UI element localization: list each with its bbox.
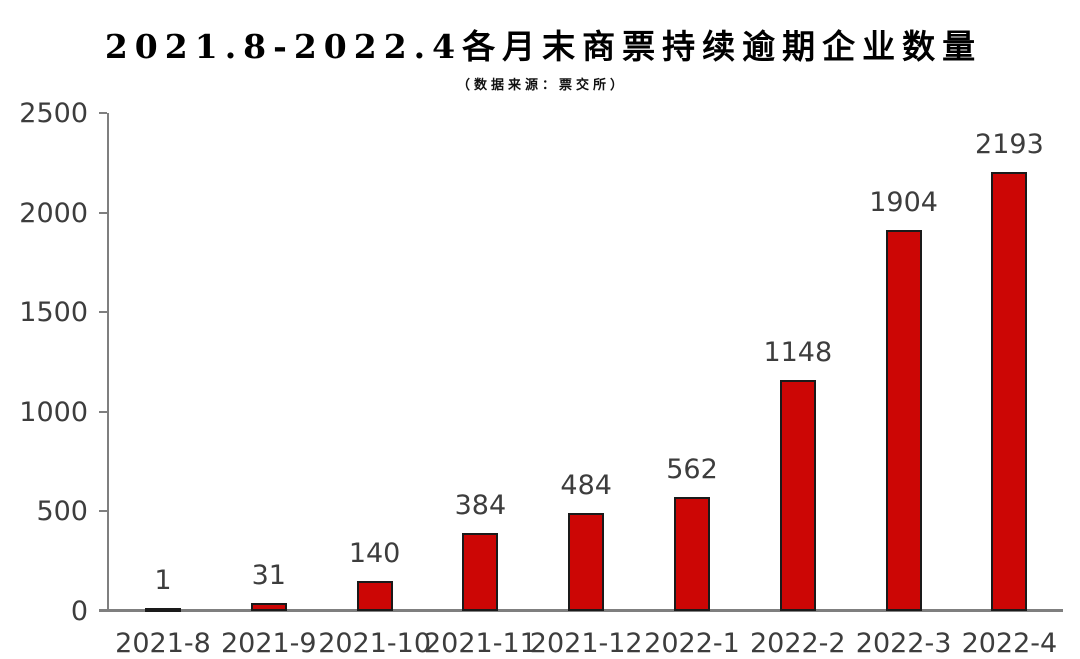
bar-value-label: 2193: [975, 129, 1044, 160]
bar: [779, 380, 816, 611]
y-axis-tick: [99, 510, 107, 513]
y-axis-line: [107, 113, 109, 611]
bar-value-label: 1: [154, 565, 172, 596]
bar-value-label: 1148: [763, 337, 833, 368]
chart-title: 2021.8-2022.4各月末商票持续逾期企业数量: [104, 27, 983, 66]
bar: [462, 533, 499, 611]
y-tick-label: 2000: [19, 197, 88, 229]
y-axis-tick: [99, 610, 107, 612]
bar-chart-plot-area: 0 500 1000 1500 2000 2500 1 2021-8 31 2021-9 140 20…: [0, 20, 1080, 659]
bar: [250, 603, 287, 611]
y-axis-tick: [99, 112, 107, 114]
bar-value-label: 562: [666, 454, 718, 485]
bar-value-label: 1904: [869, 187, 938, 218]
y-tick-label: 0: [70, 596, 88, 627]
y-tick-label: 1000: [19, 396, 88, 428]
bar: [674, 497, 710, 611]
bar: [356, 581, 393, 611]
chart-subtitle: （数据来源：票交所）: [456, 78, 627, 93]
bar-value-label: 484: [560, 470, 612, 501]
y-tick-label: 2500: [19, 98, 88, 129]
y-axis-tick: [99, 410, 107, 413]
y-tick-label: 500: [36, 496, 88, 528]
y-tick-label: 1500: [19, 297, 88, 329]
y-axis-tick: [99, 311, 107, 314]
y-axis-tick: [99, 211, 107, 214]
bar: [885, 230, 922, 611]
bar-value-label: 384: [454, 490, 507, 521]
bar-value-label: 140: [348, 538, 401, 569]
bar: [145, 608, 181, 612]
bar: [991, 172, 1028, 611]
x-tick-label: 2022-4: [961, 628, 1058, 659]
bar-value-label: 31: [251, 560, 286, 591]
bar: [568, 513, 605, 611]
